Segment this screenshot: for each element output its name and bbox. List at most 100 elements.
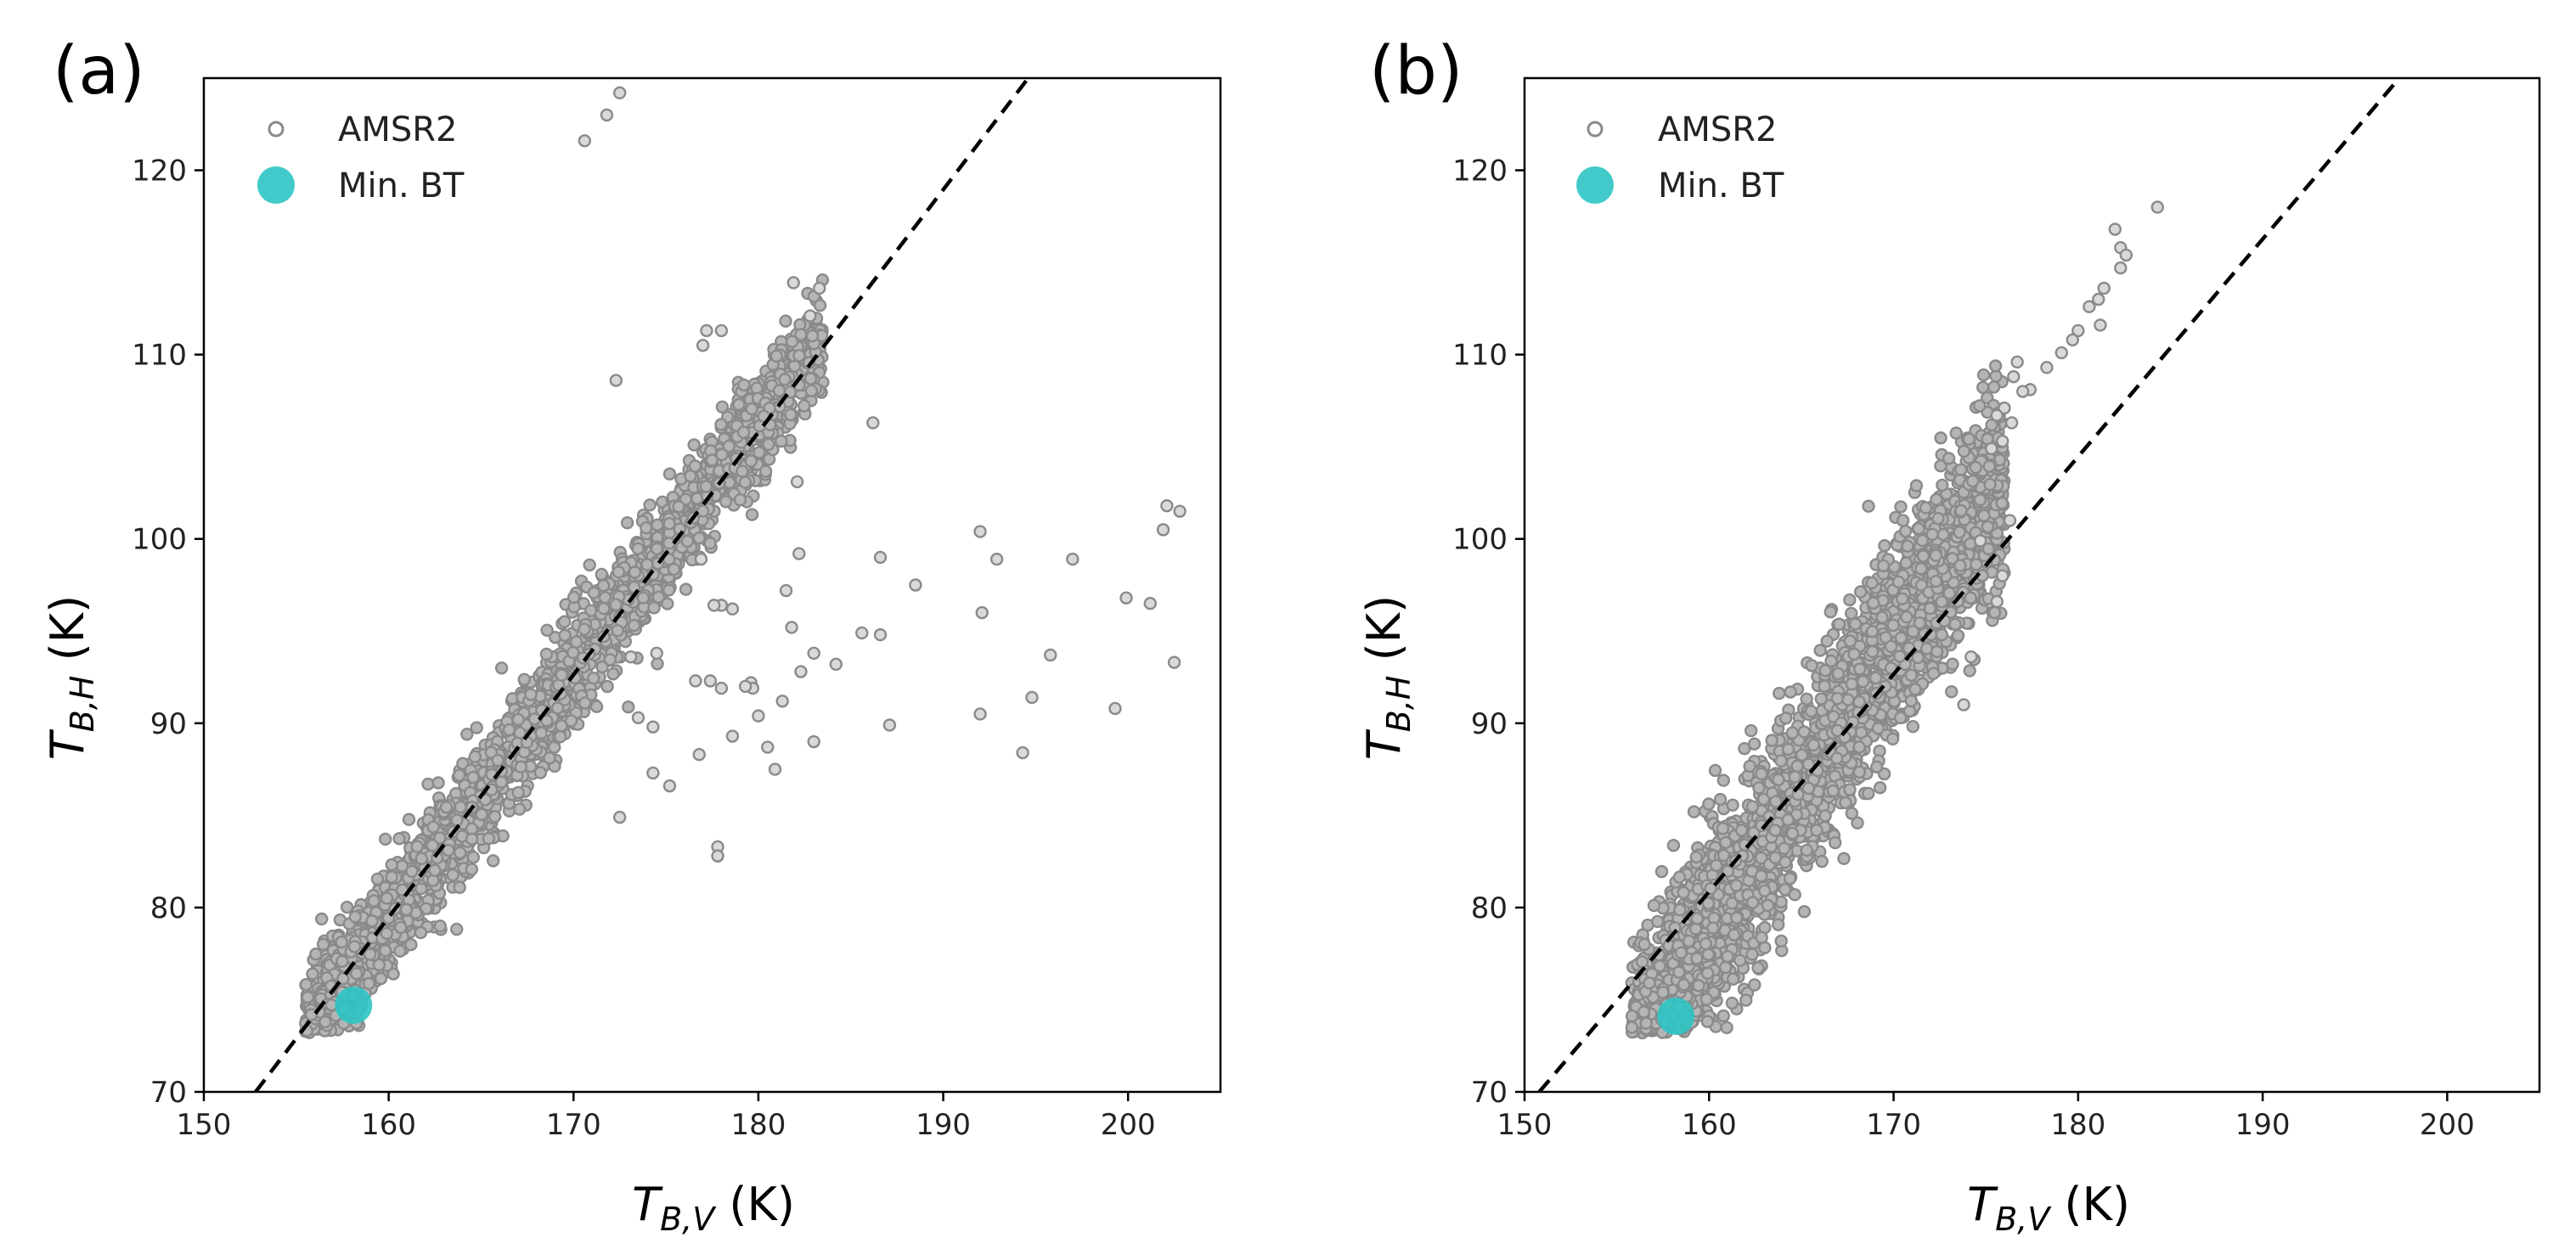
amsr2-point [1119, 591, 1133, 605]
amsr2-point [775, 695, 789, 708]
amsr2-point [482, 831, 496, 846]
amsr2-point [1818, 664, 1832, 678]
amsr2-point [715, 447, 729, 462]
amsr2-point [450, 922, 464, 937]
amsr2-point [1837, 852, 1851, 865]
amsr2-point [792, 349, 806, 363]
amsr2-point [689, 674, 702, 688]
amsr2-point [494, 775, 509, 789]
amsr2-point [511, 712, 525, 727]
amsr2-point [679, 582, 693, 596]
amsr2-point [1800, 692, 1813, 706]
amsr2-point [703, 537, 717, 550]
amsr2-point [1771, 918, 1785, 931]
amsr2-point [696, 504, 710, 518]
amsr2-point [468, 750, 482, 763]
amsr2-point [569, 635, 583, 649]
amsr2-point [672, 500, 685, 514]
amsr2-point [539, 647, 554, 661]
amsr2-point [779, 314, 792, 328]
amsr2-point [374, 971, 388, 986]
amsr2-point [762, 437, 775, 452]
amsr2-point [636, 591, 651, 605]
amsr2-point [316, 937, 330, 951]
amsr2-point [794, 328, 808, 341]
plot-area [254, 78, 1187, 1092]
amsr2-point [410, 840, 424, 853]
y-tick-label: 90 [150, 707, 187, 741]
amsr2-point [340, 900, 354, 914]
amsr2-point [596, 579, 611, 593]
amsr2-point [466, 770, 480, 785]
amsr2-point [426, 820, 440, 834]
amsr2-point [714, 323, 729, 338]
amsr2-point [1016, 745, 1029, 760]
x-tick-label: 150 [177, 1108, 232, 1142]
min-bt-point [335, 986, 373, 1024]
amsr2-point [873, 627, 888, 642]
amsr2-point [1744, 723, 1758, 738]
amsr2-point [650, 646, 663, 661]
amsr2-point [1862, 499, 1875, 513]
amsr2-point [1752, 781, 1766, 795]
plot-area [1537, 78, 2401, 1092]
amsr2-point [555, 719, 568, 733]
amsr2-point [428, 863, 442, 877]
amsr2-point [1772, 773, 1785, 786]
amsr2-point [442, 843, 455, 858]
legend-label-min-bt: Min. BT [338, 166, 465, 205]
amsr2-point [1894, 500, 1908, 514]
amsr2-point [564, 714, 578, 728]
amsr2-point [1720, 1021, 1733, 1035]
amsr2-point [587, 672, 600, 685]
amsr2-point [600, 679, 614, 694]
amsr2-point [1873, 781, 1887, 795]
amsr2-point [1784, 685, 1797, 699]
amsr2-point [692, 748, 706, 762]
amsr2-point [692, 532, 706, 545]
amsr2-point [553, 730, 567, 744]
amsr2-point [487, 854, 500, 868]
amsr2-point [533, 766, 548, 779]
amsr2-point [761, 740, 775, 754]
amsr2-point [738, 475, 753, 489]
amsr2-point [792, 547, 806, 560]
amsr2-point [646, 766, 660, 780]
amsr2-point [475, 807, 488, 821]
amsr2-point [612, 810, 627, 824]
amsr2-point [362, 976, 376, 991]
amsr2-point [631, 711, 645, 725]
amsr2-point [470, 721, 483, 734]
amsr2-point [1788, 887, 1801, 902]
amsr2-point [386, 967, 400, 981]
amsr2-point [798, 399, 811, 413]
amsr2-point [347, 940, 362, 953]
amsr2-point [372, 958, 386, 972]
amsr2-point [651, 590, 666, 604]
amsr2-point [534, 726, 548, 740]
amsr2-point [603, 653, 617, 667]
amsr2-point [1949, 426, 1963, 440]
plot-frame [202, 76, 1222, 1094]
amsr2-point [513, 726, 527, 740]
amsr2-point [350, 966, 364, 981]
amsr2-point [1962, 432, 1976, 446]
y-axis-label: TB,H (K) [41, 595, 101, 760]
amsr2-point [620, 516, 634, 530]
amsr2-point [336, 971, 350, 986]
amsr2-point [301, 990, 315, 1004]
amsr2-point [385, 858, 398, 872]
amsr2-point [1716, 1009, 1731, 1023]
amsr2-point [707, 599, 721, 612]
amsr2-point [431, 776, 445, 790]
amsr2-point [732, 397, 746, 412]
amsr2-point [680, 534, 695, 548]
y-tick-label: 80 [150, 892, 187, 925]
amsr2-point [1654, 864, 1669, 879]
amsr2-point [700, 323, 713, 338]
amsr2-point [973, 707, 987, 721]
amsr2-point [1934, 459, 1948, 473]
amsr2-point [662, 467, 677, 481]
amsr2-point [1066, 552, 1079, 566]
amsr2-point [426, 839, 439, 852]
